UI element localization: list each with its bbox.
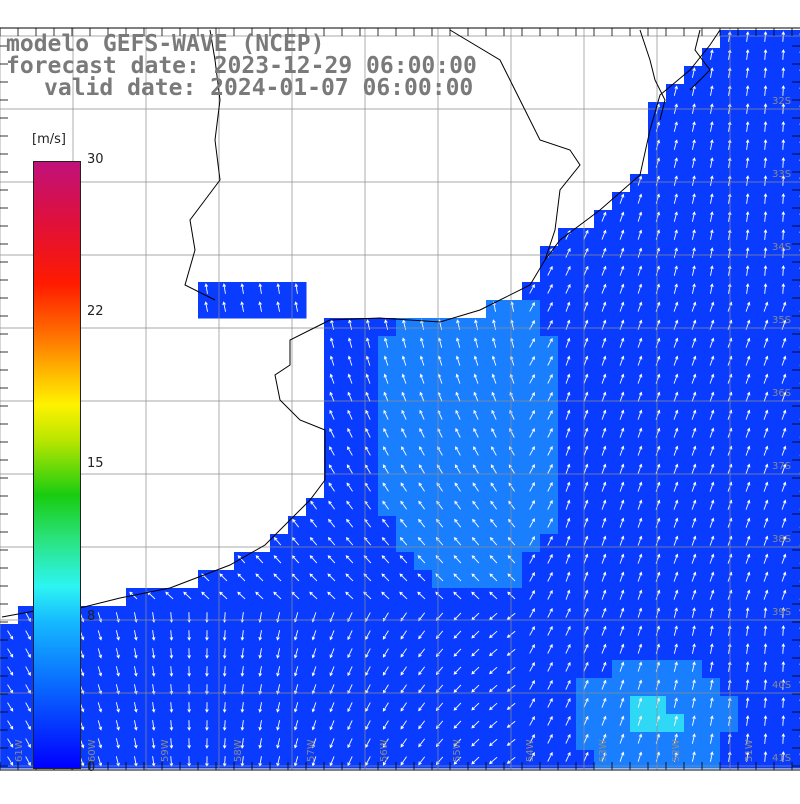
latitude-label: 40S — [772, 680, 791, 691]
longitude-label: 57W — [306, 739, 317, 762]
colorbar-unit: [m/s] — [32, 132, 66, 147]
longitude-label: 51W — [744, 739, 755, 762]
longitude-label: 52W — [671, 739, 682, 762]
longitude-label: 61W — [14, 739, 25, 762]
longitude-label: 58W — [233, 739, 244, 762]
latitude-label: 41S — [772, 753, 791, 764]
valid-date: valid date: 2024-01-07 06:00:00 — [44, 76, 473, 100]
longitude-label: 55W — [452, 739, 463, 762]
latitude-label: 32S — [772, 96, 791, 107]
longitude-label: 53W — [598, 739, 609, 762]
longitude-label: 56W — [379, 739, 390, 762]
longitude-label: 59W — [160, 739, 171, 762]
colorbar — [33, 161, 81, 769]
longitude-label: 54W — [525, 739, 536, 762]
latitude-label: 37S — [772, 461, 791, 472]
latitude-label: 36S — [772, 388, 791, 399]
latitude-label: 38S — [772, 534, 791, 545]
longitude-label: 60W — [87, 739, 98, 762]
colorbar-tick-30: 30 — [87, 152, 104, 167]
colorbar-tick-8: 8 — [87, 609, 95, 624]
colorbar-tick-0: 0 — [87, 760, 95, 775]
colorbar-tick-22: 22 — [87, 304, 104, 319]
latitude-label: 34S — [772, 242, 791, 253]
latitude-label: 35S — [772, 315, 791, 326]
colorbar-tick-15: 15 — [87, 456, 104, 471]
latitude-label: 33S — [772, 169, 791, 180]
latitude-label: 39S — [772, 607, 791, 618]
